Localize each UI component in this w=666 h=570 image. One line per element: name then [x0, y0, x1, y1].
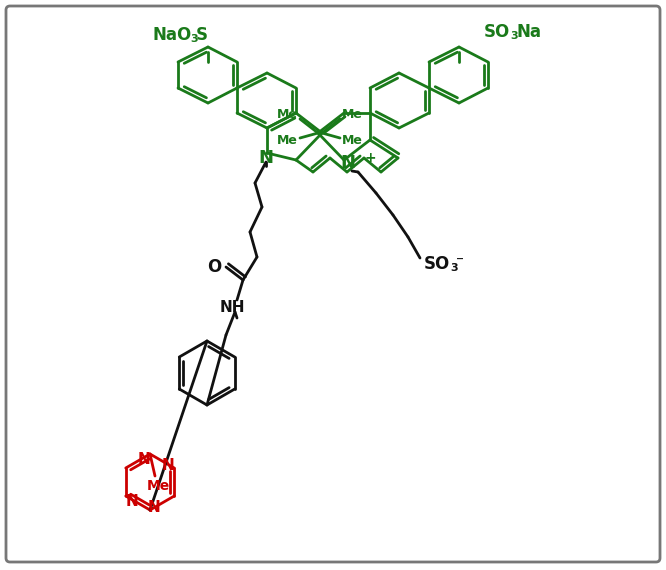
Text: Na: Na: [516, 23, 541, 41]
Text: +: +: [364, 151, 376, 165]
Text: 3: 3: [190, 34, 198, 44]
Text: N: N: [125, 494, 138, 508]
Text: 3: 3: [510, 31, 517, 41]
Text: N: N: [148, 499, 161, 515]
Text: SO: SO: [484, 23, 510, 41]
Text: SO: SO: [424, 255, 450, 273]
Text: NH: NH: [219, 300, 244, 316]
Text: NaO: NaO: [152, 26, 191, 44]
Text: S: S: [196, 26, 208, 44]
Text: ⁻: ⁻: [456, 254, 464, 270]
Text: N: N: [258, 149, 274, 167]
Text: O: O: [207, 258, 221, 276]
Text: Me: Me: [147, 479, 170, 493]
Text: 3: 3: [450, 263, 458, 273]
Text: N: N: [340, 154, 356, 172]
Text: Me: Me: [342, 108, 363, 121]
Text: N: N: [138, 451, 151, 466]
Text: N: N: [162, 458, 174, 473]
Text: Me: Me: [277, 133, 298, 146]
Text: Me: Me: [277, 108, 298, 121]
Text: Me: Me: [342, 133, 363, 146]
